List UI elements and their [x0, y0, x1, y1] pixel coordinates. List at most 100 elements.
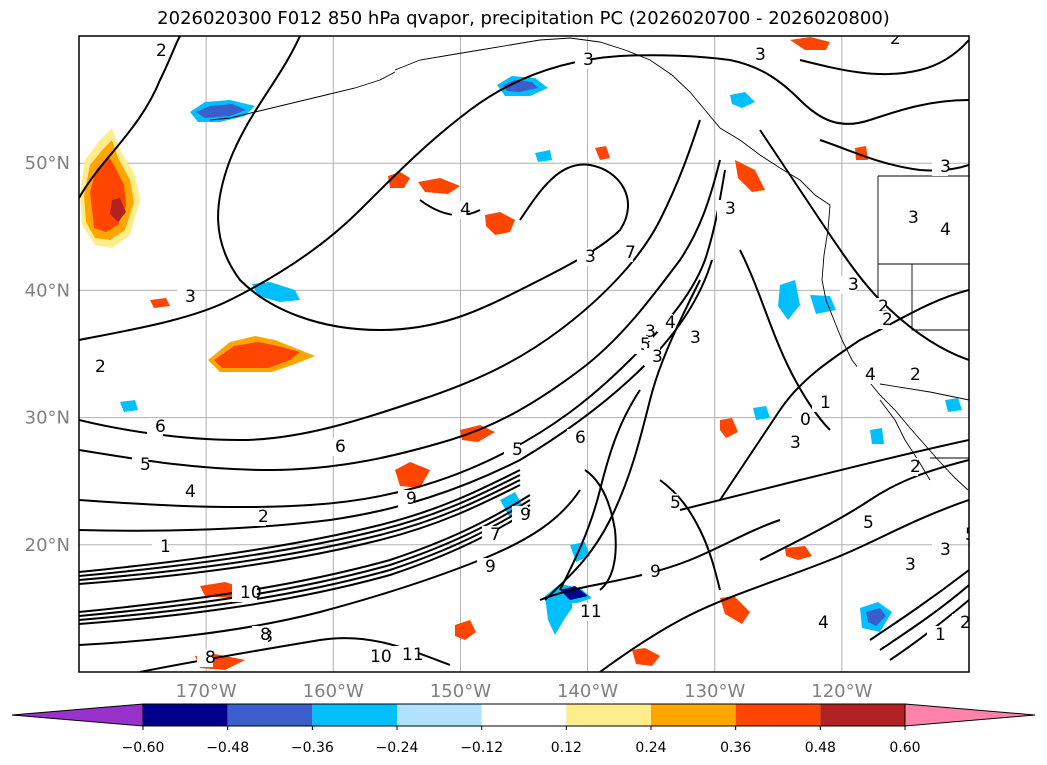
contour-label: 3 — [725, 199, 736, 219]
colorbar-labels: −0.60 −0.48 −0.36 −0.24 −0.12 0.12 0.24 0.36 0.4… — [122, 726, 921, 756]
contour-label-bg — [577, 248, 593, 266]
contour-label-bg — [902, 458, 918, 476]
contour-label-bg — [177, 288, 193, 306]
contour-label: 3 — [583, 50, 594, 70]
contour-label: 2 — [910, 457, 921, 477]
coastline-baja — [879, 399, 931, 481]
contour-label: 8 — [205, 648, 216, 668]
contour-label-bg — [250, 508, 266, 526]
contour-label-bg — [932, 221, 948, 239]
colorbar — [11, 703, 1036, 727]
contour-label-bg — [882, 36, 898, 48]
precip-blob-pos — [595, 146, 610, 160]
contour-labels: 2233433353436542665591191088910113453122… — [87, 36, 969, 668]
contour-label: 2 — [258, 507, 269, 527]
contour-label: 4 — [940, 220, 951, 240]
contour-label-bg — [644, 348, 660, 366]
contour-label: 4 — [665, 313, 676, 333]
latitude-ticks: 50°N 40°N 30°N 20°N — [25, 153, 70, 556]
precip-blob-neg — [866, 608, 886, 626]
contour-label: 3 — [940, 157, 951, 177]
contour-label: 5 — [670, 493, 681, 513]
contour-label: 4 — [865, 365, 876, 385]
contour-label-bg — [902, 366, 918, 384]
contour-line — [584, 469, 617, 591]
lat-tick-label: 30°N — [25, 408, 70, 429]
contour-label: 3 — [755, 45, 766, 65]
coastlines — [209, 37, 969, 491]
contour-label-bg — [782, 434, 798, 452]
contour-label-bg — [132, 456, 148, 474]
contour-label: 10 — [240, 583, 262, 603]
gridlines — [79, 36, 969, 672]
contour-label-bg — [147, 418, 163, 436]
lon-tick-label: 160°W — [303, 681, 364, 702]
contour-label: 3 — [185, 287, 196, 307]
contour-label-bg — [952, 614, 968, 632]
lon-tick-label: 130°W — [684, 681, 745, 702]
contour-label-bg — [327, 438, 343, 456]
precip-shading — [80, 37, 962, 670]
contour-line — [599, 499, 969, 672]
contour-line — [79, 54, 731, 341]
precip-blob-pos — [485, 212, 515, 235]
contour-line — [79, 169, 726, 509]
contour-label: 1 — [820, 393, 831, 413]
contour-label-bg — [572, 603, 597, 621]
contour-label-bg — [394, 646, 419, 664]
contour-label: 1 — [160, 537, 171, 557]
colorbar-box — [820, 704, 905, 726]
contour-line — [79, 159, 721, 472]
contour-label: 3 — [790, 433, 801, 453]
contour-line — [739, 249, 831, 431]
contour-line — [217, 36, 521, 332]
contour-label-bg — [575, 51, 591, 69]
precip-blob-neg — [945, 398, 962, 412]
contour-line — [79, 259, 713, 532]
chart-title: 2026020300 F012 850 hPa qvapor, precipit… — [157, 8, 890, 29]
contour-label-bg — [617, 244, 633, 262]
precip-blob-pos — [418, 178, 460, 194]
contour-label-bg — [177, 483, 193, 501]
contour-label: 10 — [370, 647, 392, 667]
contour-label: 4 — [818, 613, 829, 633]
contour-label-bg — [810, 614, 826, 632]
contour-label: 3 — [585, 247, 596, 267]
contour-label-bg — [362, 648, 387, 666]
colorbar-extend-min — [11, 703, 144, 727]
contour-label: 7 — [625, 243, 636, 263]
contour-label: 11 — [402, 645, 424, 665]
contour-label-bg — [717, 200, 733, 218]
contour-label-bg — [642, 563, 658, 581]
contour-line — [799, 39, 969, 76]
contour-label: 2 — [910, 365, 921, 385]
colorbar-box — [397, 704, 482, 726]
precip-blob-neg — [196, 104, 246, 118]
contour-label: 9 — [485, 557, 496, 577]
precip-blob-neg — [753, 406, 770, 420]
precip-positive-blobs — [80, 37, 868, 670]
precip-blob-neg — [870, 428, 884, 444]
contour-label: 2 — [95, 357, 106, 377]
colorbar-frame — [142, 703, 906, 727]
lon-tick-label: 140°W — [557, 681, 618, 702]
contour-label-bg — [477, 558, 493, 576]
contour-label: 7 — [490, 525, 501, 545]
contour-label: 4 — [185, 482, 196, 502]
contour-label-bg — [857, 366, 873, 384]
colorbar-tick-label: −0.36 — [291, 740, 334, 756]
precip-blob-pos — [455, 620, 476, 640]
contour-label-bg — [927, 626, 943, 644]
qvapor-contours — [79, 36, 969, 672]
contour-label: 0 — [800, 410, 811, 430]
contour-label: 3 — [905, 555, 916, 575]
precip-blob-pos — [395, 462, 430, 488]
contour-label: 5 — [640, 335, 651, 355]
precip-blob-pos — [110, 198, 126, 222]
lon-tick-label: 150°W — [430, 681, 491, 702]
contour-label-bg — [197, 649, 213, 667]
contour-label: 6 — [575, 428, 586, 448]
contour-line — [79, 494, 531, 613]
contour-label: 8 — [260, 625, 271, 645]
